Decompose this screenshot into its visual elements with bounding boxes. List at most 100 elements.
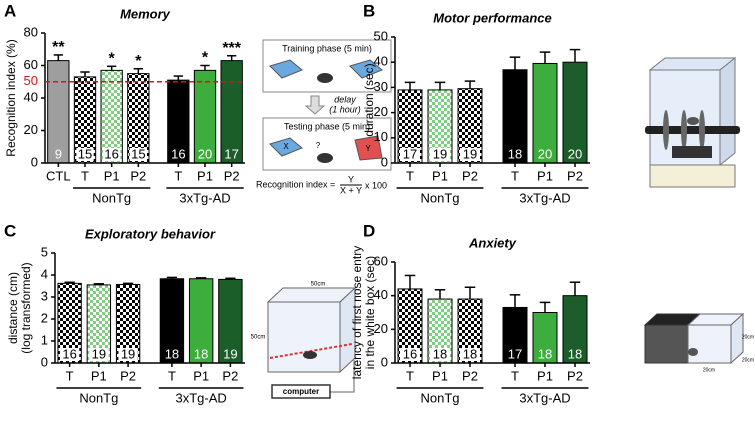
formula-den: X + Y [340,185,362,195]
significance: *** [222,40,241,57]
n-label: 18 [538,346,552,361]
base [649,164,736,188]
n-label-bg [400,148,420,161]
n-label: 16 [171,146,185,161]
reference-label: 50 [24,73,38,88]
x-tick-label: T [406,168,414,183]
y-axis-label: (log transformed) [19,262,33,353]
mouse [688,348,698,356]
disc [699,110,705,150]
panel-letter: C [4,221,16,240]
y-tick-label: 80 [24,24,38,39]
bar [562,295,588,364]
question: ? [316,141,321,150]
n-label-bg [430,348,450,361]
panel-letter: B [363,1,375,20]
x-tick-label: T [511,368,519,383]
formula-times: x 100 [365,180,387,190]
n-label-bg [400,348,420,361]
object-y: Y [365,144,371,153]
y-tick-label: 20 [374,321,388,336]
object-x: X [283,142,289,151]
n-label: 15 [78,146,92,161]
group-label: 3xTg-AD [519,190,570,205]
y-tick-label: 2 [41,310,48,325]
x-tick-label: T [406,368,414,383]
y-tick-label: 10 [374,129,388,144]
significance: * [202,50,209,67]
box-side [719,56,736,167]
n-label: 17 [508,346,522,361]
significance: ** [52,39,65,56]
delay-time: (1 hour) [329,104,361,114]
y-tick-label: 20 [24,122,38,137]
x-tick-label: P1 [197,168,213,183]
openfield-illustration: 50cm 50cm computer [251,282,357,399]
y-axis-label: in the white box (sec) [363,256,377,369]
n-label: 16 [403,346,417,361]
n-label: 18 [194,346,208,361]
x-tick-label: T [174,168,182,183]
x-tick-label: P1 [432,168,448,183]
x-tick-label: P1 [537,168,553,183]
y-axis-label: duration (sec) [362,63,376,136]
x-tick-label: P2 [222,368,238,383]
x-tick-label: T [168,368,176,383]
height-label: 20cm [742,334,754,340]
chart-title: Motor performance [433,10,551,25]
bar [502,69,528,164]
formula-num: Y [348,174,354,184]
object [354,135,383,161]
chart-title: Memory [120,6,171,21]
dark-box [644,324,689,364]
n-label-bg [59,348,80,361]
n-label-bg [118,348,138,361]
n-label: 18 [508,146,522,161]
n-label-bg [129,148,147,161]
lightdark-illustration: 20cm 20cm 20cm [643,312,754,373]
n-label: 18 [433,346,447,361]
n-label: 20 [568,146,582,161]
cable [330,360,355,393]
n-label-bg [76,148,94,161]
n-label: 20 [198,146,212,161]
bar [502,306,528,364]
group-label: 3xTg-AD [519,390,570,405]
n-label: 19 [92,346,106,361]
n-label-bg [460,348,480,361]
panel-letter: D [363,221,375,240]
n-label-bg [460,148,480,161]
rotarod-illustration [645,56,740,188]
width-label: 20cm [703,367,715,373]
disc [681,110,687,150]
n-label: 19 [223,346,237,361]
object [269,59,303,79]
depth-label: 20cm [742,357,754,363]
delay-label: delay [334,94,356,104]
n-label: 16 [104,146,118,161]
y-tick-label: 60 [24,57,38,72]
light-box [687,324,732,364]
y-tick-label: 0 [381,354,388,369]
group-label: 3xTg-AD [176,390,227,405]
x-tick-label: P1 [91,368,107,383]
y-tick-label: 20 [374,104,388,119]
y-axis-label: latency of first nose entry [350,246,364,379]
x-tick-label: P2 [567,168,583,183]
computer-box [271,384,331,399]
training-label: Training phase (5 min) [282,43,372,53]
y-tick-label: 50 [374,28,388,43]
y-tick-label: 40 [374,54,388,69]
panel-letter: A [4,1,16,20]
n-label: 9 [55,146,62,161]
n-label: 18 [568,346,582,361]
n-label: 17 [403,146,417,161]
lanes [672,146,712,158]
n-label: 15 [131,146,145,161]
y-tick-label: 4 [41,266,48,281]
n-label: 19 [121,346,135,361]
n-label: 17 [224,146,238,161]
n-label: 16 [62,346,76,361]
y-tick-label: 3 [41,288,48,303]
